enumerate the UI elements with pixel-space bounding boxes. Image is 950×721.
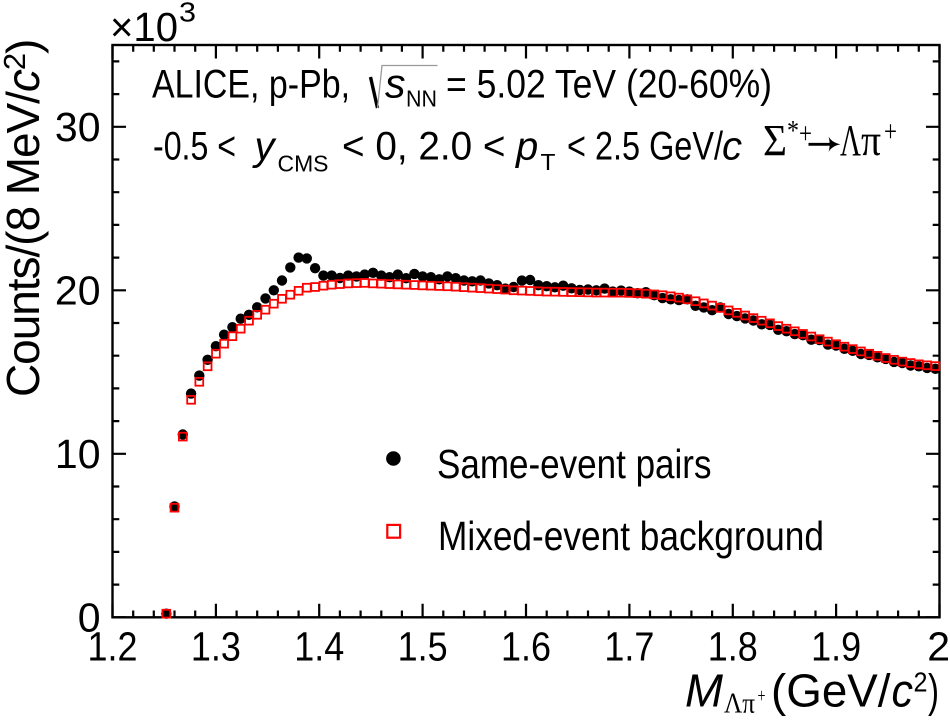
svg-text:1.5: 1.5	[398, 624, 448, 670]
svg-text:1.6: 1.6	[501, 624, 551, 670]
svg-text:-0.5 <: -0.5 <	[153, 125, 236, 169]
svg-text:3: 3	[179, 0, 196, 28]
svg-text:Counts/(8 MeV/c2): Counts/(8 MeV/c2)	[0, 40, 49, 397]
svg-text:y: y	[252, 125, 278, 169]
svg-text:ALICE, p-Pb,: ALICE, p-Pb,	[152, 63, 350, 107]
svg-text:NN: NN	[406, 86, 437, 112]
svg-text:1.9: 1.9	[811, 624, 861, 670]
svg-text:s: s	[385, 61, 406, 107]
svg-text:Same-event pairs: Same-event pairs	[437, 441, 712, 487]
svg-text:= 5.02 TeV (20-60%): = 5.02 TeV (20-60%)	[446, 63, 772, 107]
svg-text:(GeV/: (GeV/	[771, 665, 891, 717]
svg-text:+: +	[884, 115, 897, 148]
svg-text:2: 2	[927, 624, 950, 670]
svg-text:p: p	[515, 125, 538, 169]
svg-text:2: 2	[914, 667, 928, 698]
svg-text:1.2: 1.2	[88, 624, 138, 670]
svg-text:< 2.5 GeV/: < 2.5 GeV/	[567, 125, 724, 169]
svg-text:CMS: CMS	[278, 151, 329, 177]
svg-text:Mixed-event background: Mixed-event background	[438, 513, 824, 559]
svg-text:1.4: 1.4	[294, 624, 344, 670]
svg-text:1.3: 1.3	[191, 624, 241, 670]
svg-text:0: 0	[78, 595, 101, 641]
svg-text:1.7: 1.7	[604, 624, 654, 670]
svg-text:20: 20	[55, 268, 101, 314]
svg-text:10: 10	[55, 431, 101, 477]
svg-text:π: π	[861, 116, 881, 165]
svg-text:Λπ: Λπ	[724, 689, 755, 720]
svg-text:): )	[928, 665, 939, 717]
svg-text:Σ: Σ	[763, 116, 787, 165]
svg-text:+: +	[799, 117, 812, 150]
svg-text:*: *	[787, 115, 799, 147]
svg-text:×10: ×10	[110, 4, 178, 50]
svg-text:Λ: Λ	[840, 116, 861, 165]
svg-text:30: 30	[55, 104, 101, 150]
svg-text:1.8: 1.8	[708, 624, 758, 670]
svg-text:+: +	[758, 685, 766, 707]
svg-text:c: c	[722, 125, 742, 169]
svg-text:T: T	[541, 149, 556, 175]
svg-text:c: c	[892, 665, 914, 717]
svg-text:M: M	[685, 665, 724, 717]
svg-text:< 0, 2.0 <: < 0, 2.0 <	[342, 125, 506, 169]
